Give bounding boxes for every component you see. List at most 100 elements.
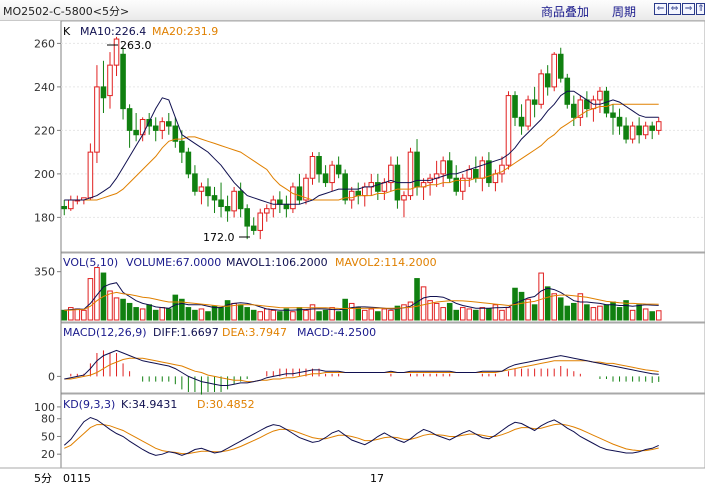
d-label: D:30.4852 — [197, 398, 255, 411]
panel-frames — [0, 20, 705, 469]
volume-bar — [335, 311, 342, 321]
diff-label: DIFF:1.6697 — [153, 326, 219, 339]
mavol1-label: MAVOL1:106.2000 — [226, 256, 328, 269]
x-axis-label-start: 0115 — [63, 472, 91, 485]
volume-bar — [616, 307, 623, 321]
candle-body-down — [100, 86, 107, 99]
candle-body-down — [636, 125, 642, 136]
kd-tick-label: 80 — [41, 413, 55, 426]
nav-right-button[interactable]: ⇒ — [682, 3, 695, 15]
candle-body-down — [224, 206, 231, 212]
candle-body-down — [623, 125, 629, 140]
candle-body-down — [205, 186, 211, 197]
volume-bar — [355, 307, 362, 321]
volume-bar — [590, 307, 597, 321]
ma20-label: MA20:231.9 — [152, 25, 218, 38]
diff-line — [64, 349, 659, 386]
overlay-commodity-link[interactable]: 商品叠加 — [541, 5, 590, 19]
candle-body-up — [303, 177, 309, 201]
candle-body-down — [179, 140, 185, 153]
candle-body-up — [107, 64, 113, 97]
candle-body-down — [531, 99, 538, 105]
candle-body-down — [486, 160, 492, 184]
price-tick-label: 180 — [34, 211, 55, 224]
volume-bar — [263, 308, 270, 321]
candle-body-down — [649, 125, 655, 131]
volume-bar — [453, 309, 460, 321]
volume-bar — [166, 308, 172, 321]
volume-bar — [270, 309, 277, 321]
volume-bar — [152, 309, 159, 321]
candle-body-up — [231, 190, 237, 212]
candle-body-up — [629, 125, 636, 140]
candle-body-up — [440, 160, 446, 175]
candle-body-down — [473, 169, 479, 179]
price-tick-label: 200 — [34, 168, 55, 181]
volume-bar — [433, 302, 440, 321]
candle-body-up — [87, 151, 94, 199]
nav-expand-button[interactable]: ⇔ — [668, 3, 681, 15]
candle-body-up — [348, 190, 355, 201]
volume-bar — [139, 308, 146, 321]
candle-body-down — [218, 199, 224, 208]
candle-body-up — [538, 73, 544, 105]
volume-bar — [303, 309, 309, 321]
volume-bar — [440, 307, 446, 321]
candle-body-down — [185, 151, 192, 175]
period-link[interactable]: 周期 — [612, 5, 637, 19]
volume-bar — [309, 304, 316, 321]
volume-bar — [120, 298, 126, 321]
high-annotation: 263.0 — [120, 39, 152, 52]
candle-body-down — [342, 173, 348, 201]
volume-bar — [642, 308, 649, 321]
volume-bar — [407, 301, 414, 321]
candle-body-up — [479, 160, 486, 179]
candle-body-up — [290, 186, 296, 210]
candle-body-up — [505, 95, 512, 166]
volume-bar — [146, 304, 152, 321]
ma20-line — [64, 103, 659, 201]
volume-bar — [584, 304, 590, 321]
volume-bar — [244, 307, 250, 321]
candlestick-series — [61, 36, 662, 240]
candle-body-down — [283, 203, 290, 210]
volume-bar — [629, 309, 636, 321]
candle-body-down — [316, 155, 322, 175]
candle-body-down — [322, 173, 329, 184]
volume-bar — [198, 308, 205, 321]
candle-body-up — [401, 195, 407, 201]
candle-body-up — [597, 90, 603, 101]
volume-bar — [544, 286, 551, 321]
nav-left-button[interactable]: ⇐ — [654, 3, 667, 15]
candle-body-up — [577, 99, 584, 118]
volume-bar — [394, 305, 401, 321]
candle-body-up — [198, 186, 205, 192]
volume-bar — [290, 311, 296, 321]
candle-body-down — [120, 53, 126, 110]
volume-bar — [655, 310, 662, 321]
candle-body-down — [518, 116, 525, 127]
volume-bar — [218, 307, 224, 321]
volume-bar — [192, 309, 198, 321]
candle-body-down — [61, 206, 68, 210]
volume-bar — [401, 304, 407, 321]
volume-bar — [61, 309, 68, 321]
volume-bar — [486, 308, 492, 321]
volume-bar — [126, 302, 133, 321]
volume-bar — [224, 300, 231, 321]
volume-bar — [68, 307, 74, 321]
candle-body-up — [551, 53, 557, 88]
candle-body-down — [133, 129, 139, 136]
ma10-line — [64, 90, 659, 205]
volume-bar — [179, 298, 185, 321]
volume-bar — [492, 304, 499, 321]
macd-histogram — [70, 350, 660, 395]
volume-bar — [420, 286, 427, 321]
dea-line — [64, 357, 659, 383]
volume-bar — [205, 311, 211, 321]
candle-body-up — [655, 121, 662, 131]
indicator-lines — [63, 282, 659, 456]
volume-bar — [414, 278, 420, 321]
